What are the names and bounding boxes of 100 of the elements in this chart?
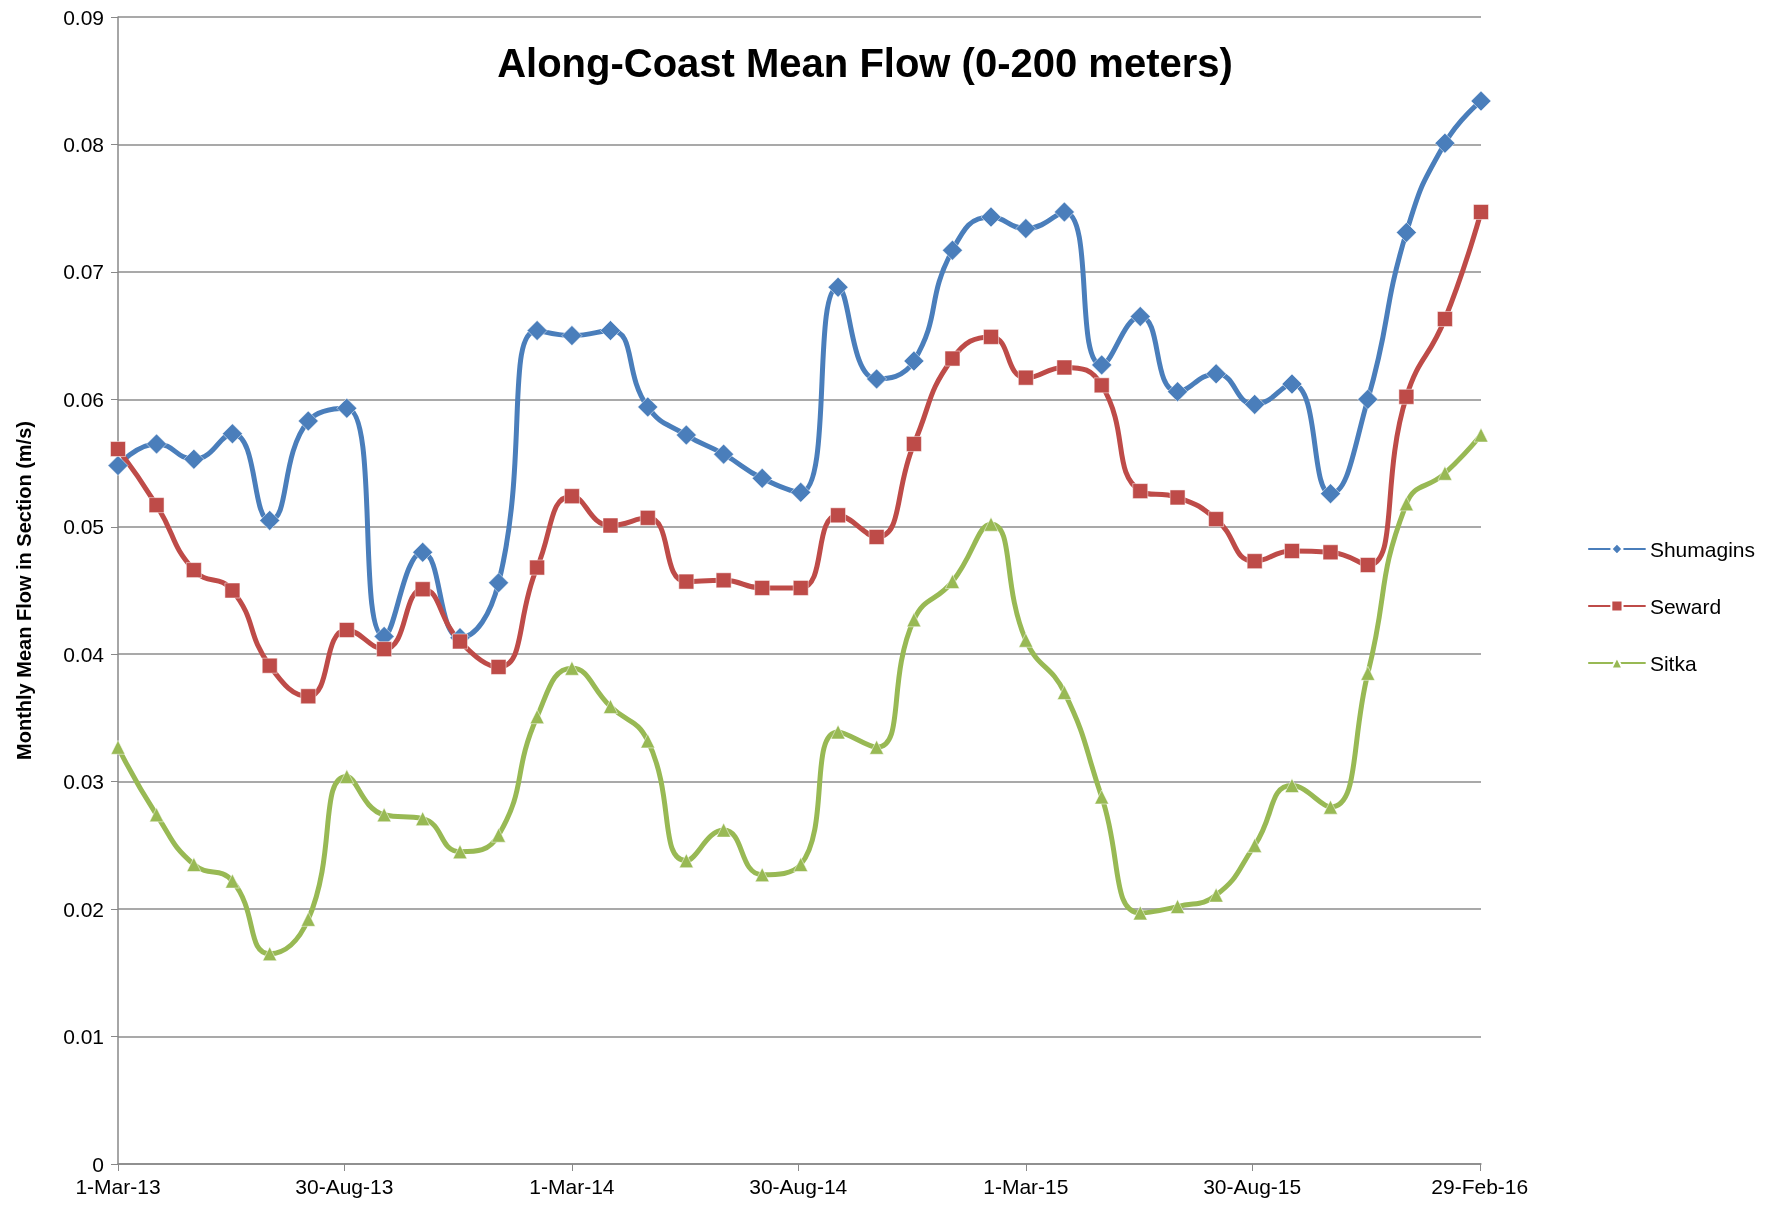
point xyxy=(602,517,619,534)
point xyxy=(529,559,545,576)
point xyxy=(336,398,358,419)
point xyxy=(1360,666,1376,681)
point xyxy=(1091,354,1112,376)
point xyxy=(1018,369,1034,386)
point xyxy=(526,320,548,341)
text: Along-Coast Mean Flow (0-200 meters) xyxy=(497,41,1233,85)
point xyxy=(490,659,507,675)
point xyxy=(1247,838,1262,853)
point xyxy=(259,510,280,531)
point xyxy=(1437,466,1453,481)
point xyxy=(1244,394,1265,415)
point xyxy=(1018,632,1034,648)
point xyxy=(640,510,656,526)
point xyxy=(1284,778,1300,793)
x-tick-label: 1-Mar-15 xyxy=(983,1175,1069,1198)
point xyxy=(944,350,961,367)
point xyxy=(1323,799,1338,815)
point xyxy=(827,276,849,298)
point xyxy=(603,699,618,714)
point xyxy=(678,573,695,590)
point xyxy=(224,582,241,599)
legend-label: Shumagins xyxy=(1649,537,1755,561)
point xyxy=(183,448,205,470)
point xyxy=(452,844,468,860)
point xyxy=(1132,483,1148,499)
point xyxy=(942,239,963,261)
point xyxy=(488,572,509,594)
point xyxy=(261,657,278,674)
y-tick-label: 0.09 xyxy=(63,5,104,29)
point xyxy=(983,329,999,345)
point xyxy=(640,733,656,749)
point xyxy=(830,724,846,740)
point xyxy=(980,206,1002,228)
point xyxy=(414,581,431,597)
point xyxy=(713,443,734,465)
y-tick-label: 0.03 xyxy=(63,770,104,794)
y-tick-label: 0.06 xyxy=(63,387,104,411)
point xyxy=(637,396,659,418)
point xyxy=(945,574,960,589)
point xyxy=(1284,543,1300,559)
point xyxy=(1437,311,1453,327)
y-tick-label: 0.04 xyxy=(63,642,105,666)
point xyxy=(1094,789,1109,805)
point xyxy=(561,325,583,346)
y-tick-label: 0.05 xyxy=(63,515,104,539)
point xyxy=(452,633,468,650)
point xyxy=(1205,363,1227,385)
point xyxy=(300,688,317,705)
point xyxy=(225,873,240,889)
point xyxy=(1130,306,1151,327)
point xyxy=(716,822,731,838)
point xyxy=(491,827,506,843)
point xyxy=(415,811,430,826)
point xyxy=(564,660,580,676)
point xyxy=(1473,204,1489,220)
point xyxy=(339,622,355,638)
x-tick-label: 30-Aug-15 xyxy=(1203,1175,1302,1198)
point xyxy=(1169,489,1186,506)
point xyxy=(107,455,129,476)
point xyxy=(339,769,355,784)
point xyxy=(149,807,164,823)
point xyxy=(1398,389,1415,405)
point xyxy=(906,436,922,452)
point xyxy=(1399,496,1414,512)
point xyxy=(715,572,732,589)
point xyxy=(983,516,999,532)
point xyxy=(148,497,165,513)
point xyxy=(1093,377,1110,394)
y-tick-label: 0 xyxy=(92,1152,104,1176)
point xyxy=(1322,544,1339,561)
point xyxy=(1167,381,1188,402)
point xyxy=(1170,899,1185,914)
y-axis-title: Monthly Mean Flow in Section (m/s) xyxy=(13,421,35,760)
point xyxy=(1246,553,1263,569)
point xyxy=(1470,90,1492,112)
point xyxy=(110,740,126,755)
x-tick-label: 30-Aug-13 xyxy=(295,1175,394,1198)
point xyxy=(751,468,773,489)
point xyxy=(866,368,887,390)
y-tick-label: 0.01 xyxy=(63,1025,104,1049)
legend-label: Seward xyxy=(1649,594,1722,618)
point xyxy=(1320,483,1341,504)
x-tick-label: 1-Mar-14 xyxy=(529,1175,615,1198)
point xyxy=(298,410,319,432)
point xyxy=(869,740,884,755)
y-tick-label: 0.07 xyxy=(63,260,104,284)
point xyxy=(1015,218,1037,239)
point xyxy=(146,433,167,455)
point xyxy=(1054,201,1075,223)
x-tick-label: 1-Mar-13 xyxy=(75,1175,161,1198)
point xyxy=(903,350,925,372)
point xyxy=(793,857,808,872)
point xyxy=(1056,359,1073,376)
point xyxy=(868,529,885,545)
point xyxy=(412,542,433,563)
point xyxy=(110,441,126,457)
point xyxy=(1133,905,1148,921)
point xyxy=(529,709,545,724)
